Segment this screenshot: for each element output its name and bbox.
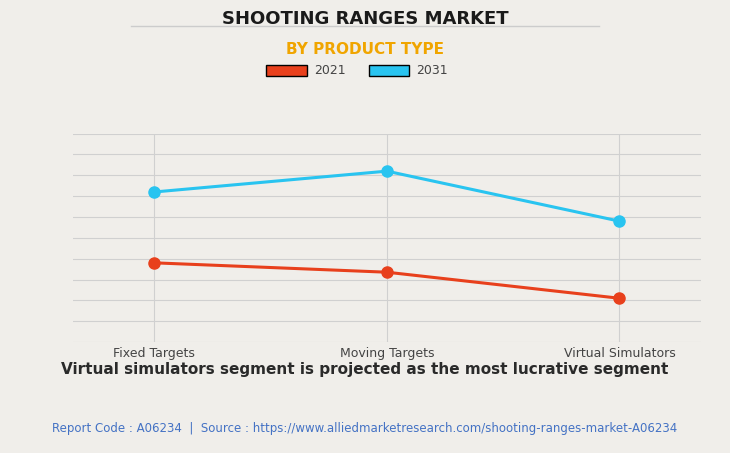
Text: Report Code : A06234  |  Source : https://www.alliedmarketresearch.com/shooting-: Report Code : A06234 | Source : https://… xyxy=(53,422,677,434)
Text: Virtual simulators segment is projected as the most lucrative segment: Virtual simulators segment is projected … xyxy=(61,361,669,377)
Text: SHOOTING RANGES MARKET: SHOOTING RANGES MARKET xyxy=(222,10,508,28)
Text: 2021: 2021 xyxy=(314,64,345,77)
Text: 2031: 2031 xyxy=(416,64,447,77)
Text: BY PRODUCT TYPE: BY PRODUCT TYPE xyxy=(286,42,444,57)
